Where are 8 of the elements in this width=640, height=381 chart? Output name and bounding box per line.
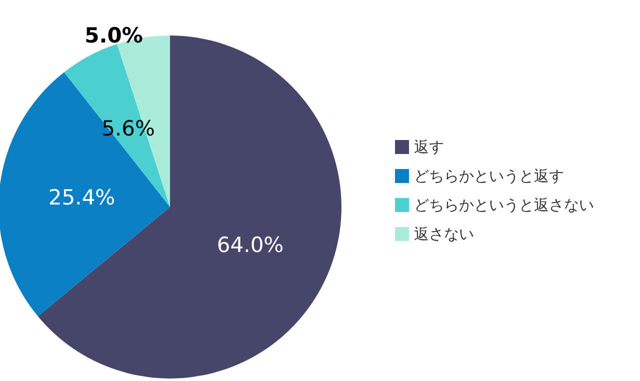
legend-label: 返す <box>414 138 444 156</box>
data-label: 5.0% <box>84 24 143 48</box>
data-label: 25.4% <box>48 186 116 210</box>
legend-label: どちらかというと返す <box>414 167 564 185</box>
legend-label: どちらかというと返さない <box>414 196 594 214</box>
data-label: 5.6% <box>102 116 155 141</box>
legend-label: 返さない <box>414 225 474 243</box>
data-label: 64.0% <box>216 232 284 257</box>
